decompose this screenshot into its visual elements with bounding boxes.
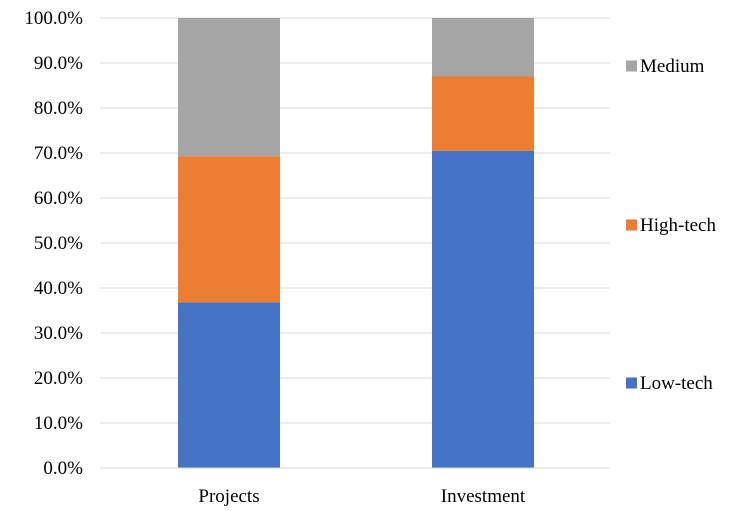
x-tick-label: Projects xyxy=(198,486,259,506)
bar-segment-high-tech xyxy=(178,156,280,303)
bar-segment-low-tech xyxy=(432,150,534,468)
y-tick-label: 90.0% xyxy=(34,53,83,74)
legend-label-low-tech: Low-tech xyxy=(640,373,713,394)
y-tick-label: 30.0% xyxy=(34,323,83,344)
y-tick-label: 80.0% xyxy=(34,98,83,119)
bar-segment-low-tech xyxy=(178,302,280,468)
y-tick-label: 50.0% xyxy=(34,233,83,254)
legend-swatch-high-tech xyxy=(626,219,637,231)
y-tick-label: 100.0% xyxy=(24,8,83,29)
bars xyxy=(178,18,534,468)
y-tick-label: 10.0% xyxy=(34,413,83,434)
bar-segment-high-tech xyxy=(432,76,534,151)
legend: Medium High-tech Low-tech xyxy=(626,56,716,394)
y-axis-tick-labels: 0.0% 10.0% 20.0% 30.0% 40.0% 50.0% 60.0% 70.0% 8… xyxy=(24,8,83,479)
bar-segment-medium xyxy=(178,18,280,157)
y-tick-label: 70.0% xyxy=(34,143,83,164)
bar-segment-medium xyxy=(432,18,534,77)
x-tick-label: Investment xyxy=(441,486,526,506)
y-tick-label: 0.0% xyxy=(43,458,83,479)
x-axis-tick-labels: Projects Investment xyxy=(198,486,526,507)
legend-label-medium: Medium xyxy=(640,56,705,77)
legend-swatch-medium xyxy=(626,60,637,72)
y-tick-label: 40.0% xyxy=(34,278,83,299)
y-tick-label: 20.0% xyxy=(34,368,83,389)
y-tick-label: 60.0% xyxy=(34,188,83,209)
legend-swatch-low-tech xyxy=(626,377,637,389)
legend-label-high-tech: High-tech xyxy=(640,215,716,236)
